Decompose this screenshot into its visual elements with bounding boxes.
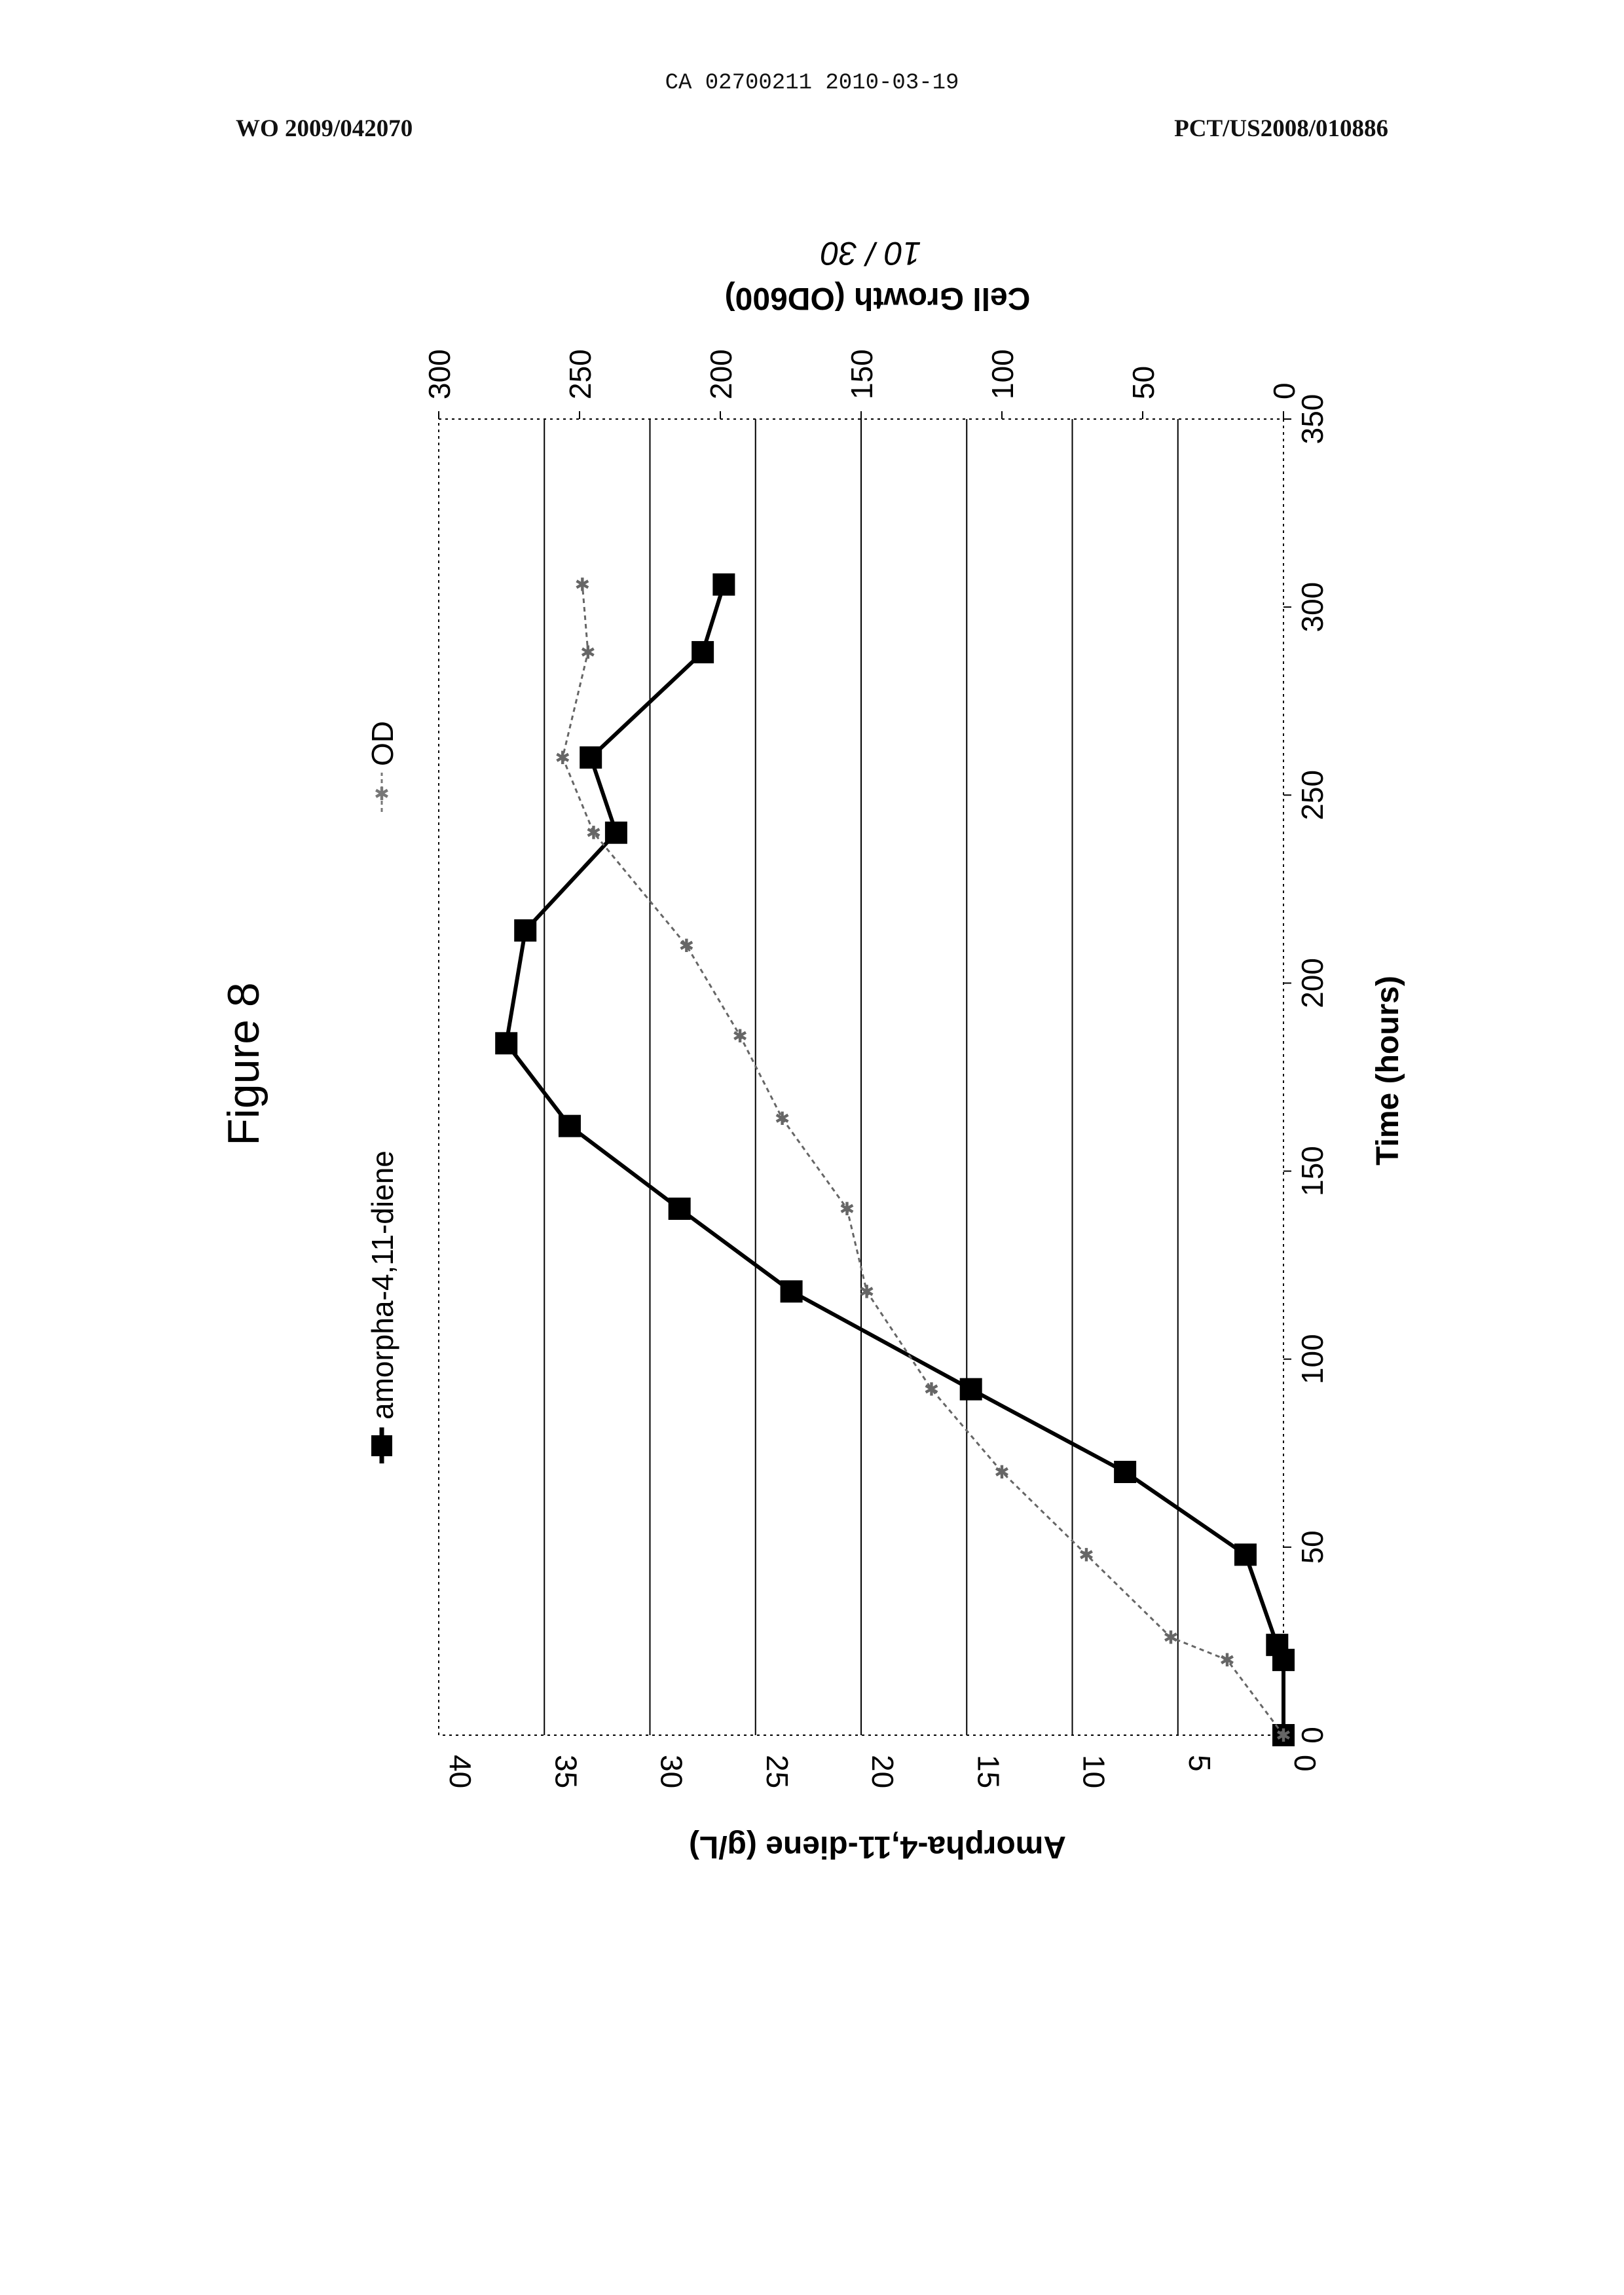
data-point-amorpha: [580, 746, 602, 769]
data-point-od: ✱: [924, 1380, 939, 1400]
data-point-amorpha: [669, 1198, 691, 1220]
y-tick-label: 20: [866, 1755, 900, 1788]
legend-item-amorpha: amorpha-4,11-diene: [365, 1150, 399, 1463]
x-tick-label: 150: [1295, 1146, 1329, 1196]
y-tick-label: 15: [971, 1755, 1005, 1788]
data-point-amorpha: [495, 1032, 517, 1054]
legend-amorpha-label: amorpha-4,11-diene: [365, 1150, 399, 1420]
y2-axis-label: Cell Growth (OD600): [725, 281, 1031, 316]
x-tick-label: 250: [1295, 770, 1329, 820]
data-point-od: ✱: [1219, 1650, 1234, 1670]
data-point-amorpha: [1114, 1461, 1136, 1483]
figure-title: Figure 8: [219, 982, 268, 1145]
x-tick-label: 50: [1295, 1530, 1329, 1564]
y-tick-label: 40: [443, 1755, 477, 1788]
legend-amorpha-marker: [371, 1435, 392, 1456]
y-tick-label: 30: [655, 1755, 689, 1788]
data-point-od: ✱: [994, 1462, 1009, 1482]
y2-tick-label: 200: [704, 349, 738, 399]
y-axis-label: Amorpha-4,11-diene (g/L): [689, 1829, 1066, 1864]
plot-area: 0510152025303540050100150200250300050100…: [422, 349, 1329, 1788]
legend: amorpha-4,11-diene ✱ OD: [365, 721, 399, 1463]
data-point-od: ✱: [586, 823, 601, 843]
y2-tick-label: 300: [422, 349, 456, 399]
y-tick-label: 0: [1288, 1755, 1322, 1772]
x-tick-label: 100: [1295, 1334, 1329, 1384]
data-point-od: ✱: [575, 575, 590, 595]
data-point-amorpha: [1234, 1543, 1257, 1566]
data-point-od: ✱: [1079, 1545, 1094, 1565]
y2-tick-label: 250: [563, 349, 597, 399]
x-tick-label: 0: [1295, 1727, 1329, 1744]
x-axis-label: Time (hours): [1371, 976, 1405, 1166]
data-point-od: ✱: [1276, 1725, 1291, 1746]
data-point-amorpha: [960, 1378, 982, 1401]
legend-od-label: OD: [365, 721, 399, 766]
page-number: 10 / 30: [821, 235, 921, 272]
y-tick-label: 10: [1077, 1755, 1111, 1788]
series-line-od: [563, 585, 1283, 1735]
y-tick-label: 35: [549, 1755, 583, 1788]
data-point-amorpha: [559, 1115, 581, 1137]
x-tick-label: 350: [1295, 394, 1329, 445]
y2-tick-label: 100: [986, 349, 1020, 399]
x-tick-label: 200: [1295, 958, 1329, 1008]
data-point-od: ✱: [1163, 1628, 1178, 1648]
y2-tick-label: 150: [845, 349, 879, 399]
data-point-od: ✱: [859, 1281, 874, 1302]
data-point-od: ✱: [840, 1199, 855, 1219]
y2-tick-label: 50: [1126, 366, 1160, 399]
data-point-od: ✱: [679, 936, 694, 956]
y-tick-label: 5: [1183, 1755, 1217, 1772]
y-tick-label: 25: [760, 1755, 794, 1788]
data-point-amorpha: [712, 574, 735, 596]
data-point-od: ✱: [555, 748, 570, 768]
legend-od-marker: ✱: [374, 784, 389, 804]
x-tick-label: 300: [1295, 582, 1329, 633]
series-line-amorpha: [506, 585, 1283, 1735]
data-point-amorpha: [605, 822, 627, 844]
data-point-od: ✱: [732, 1026, 747, 1046]
data-point-amorpha: [692, 641, 714, 663]
data-point-amorpha: [514, 919, 536, 942]
data-point-amorpha: [781, 1280, 803, 1302]
data-point-od: ✱: [775, 1109, 790, 1129]
data-point-od: ✱: [580, 642, 595, 663]
legend-item-od: ✱ OD: [365, 721, 399, 812]
data-point-amorpha: [1266, 1634, 1288, 1656]
